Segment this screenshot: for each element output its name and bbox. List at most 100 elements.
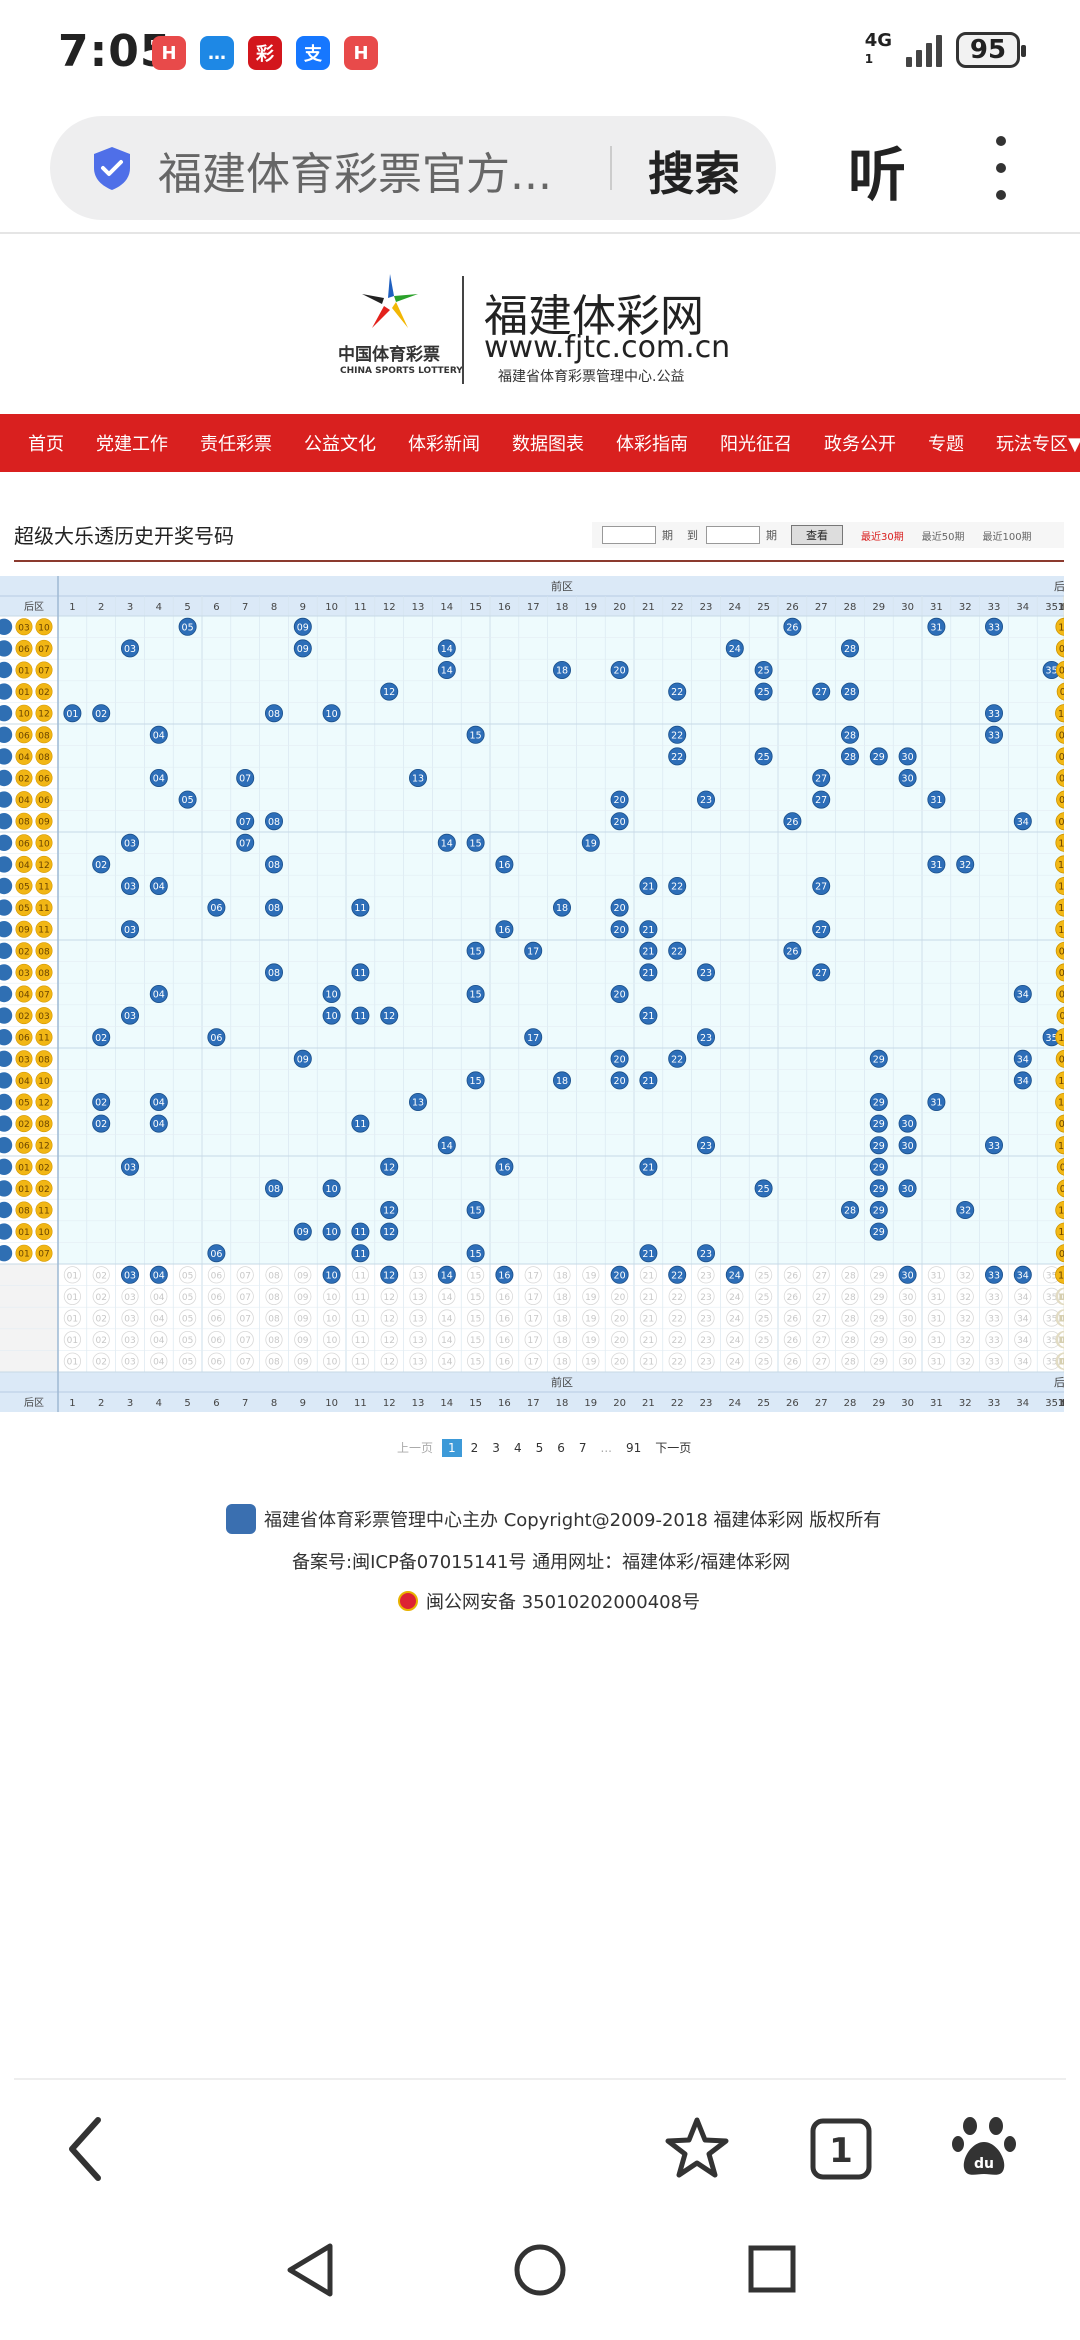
stat-ball-number: 07 [1059,1293,1064,1303]
front-ball-number: 02 [95,1098,107,1109]
front-ball [92,855,111,874]
back-column-label: 1 [1063,1398,1064,1409]
system-recents-icon[interactable] [744,2240,800,2300]
page-button-6[interactable]: 6 [552,1439,570,1456]
nav-item-0[interactable]: 首页 [28,434,64,455]
stat-ball-number: 03 [124,1358,135,1368]
stat-front-ball-number: 14 [441,1270,453,1281]
stat-ball [1014,1352,1032,1370]
front-ball [668,941,687,960]
more-menu-icon[interactable] [990,136,1012,200]
stat-ball [754,1330,773,1349]
front-ball-number: 06 [210,1249,222,1260]
page-button-5[interactable]: 5 [530,1439,549,1456]
history-back-ball [15,920,33,938]
recent-100-option[interactable]: 最近100期 [982,531,1032,543]
footer-police[interactable]: 闽公网安备 35010202000408号 [398,1588,700,1614]
history-back-ball [15,1050,33,1068]
stat-ball-number: 17 [527,1336,538,1346]
nav-item-6[interactable]: 体彩指南 [616,434,688,455]
front-ball-number: 22 [671,946,683,957]
front-ball [639,1071,658,1090]
history-back-ball [35,834,53,852]
stat-ball [1043,1330,1061,1349]
nav-item-2[interactable]: 责任彩票 [200,434,272,455]
nav-item-4[interactable]: 体彩新闻 [408,434,480,455]
address-bar[interactable]: 福建体育彩票官方... 搜索 [50,116,776,220]
footer-line2[interactable]: 备案号:闽ICP备07015141号 通用网址：福建体彩/福建体彩网 [292,1552,791,1573]
stat-ball [639,1309,658,1327]
front-ball-number: 13 [412,1098,424,1109]
back-arrow-icon[interactable] [60,2114,110,2184]
history-back-ball [35,1244,53,1262]
front-column-label: 19 [584,602,597,613]
front-ball-number: 21 [642,1162,654,1173]
stat-ball-number: 08 [1059,1293,1064,1303]
stat-ball [812,1287,830,1306]
front-ball [408,1093,427,1112]
front-ball-number: 31 [930,1098,942,1109]
prev-page-button[interactable]: 上一页 [392,1438,439,1457]
search-button[interactable]: 搜索 [648,147,740,201]
nav-item-9[interactable]: 专题 [928,434,964,455]
site-logo[interactable]: 中国体育彩票 CHINA SPORTS LOTTERY 福建体彩网 www.fj… [338,272,738,392]
stat-ball-number: 11 [355,1358,366,1368]
page-title[interactable]: 福建体育彩票官方... [158,149,552,200]
page-button-4[interactable]: 4 [508,1439,527,1456]
view-button[interactable]: 查看 [791,525,843,545]
nav-item-10[interactable]: 玩法专区▼ [996,434,1080,455]
front-ball-number: 11 [354,1249,366,1260]
stat-ball-number: 32 [959,1271,970,1281]
front-ball-number: 05 [182,622,194,633]
system-home-icon[interactable] [512,2240,568,2300]
back-ball [1056,790,1064,809]
front-column-label: 13 [412,1398,425,1409]
stat-ball [610,1309,629,1327]
front-ball-number: 28 [844,687,856,698]
stat-ball [207,1287,225,1306]
page-button-last[interactable]: 91 [620,1439,647,1456]
system-back-icon[interactable] [282,2240,338,2300]
front-ball [495,920,514,939]
stat-ball-number: 25 [758,1271,769,1281]
history-back-ball [15,618,33,636]
nav-item-1[interactable]: 党建工作 [96,434,168,455]
tabs-icon[interactable]: 1 [808,2116,874,2182]
front-ball-number: 32 [959,1206,971,1217]
nav-item-7[interactable]: 阳光征召 [720,434,792,455]
front-column-label: 21 [642,602,655,613]
front-ball-number: 08 [268,817,280,828]
back-ball [1055,963,1064,982]
bookmark-star-icon[interactable] [662,2114,732,2184]
listen-button[interactable]: 听 [848,141,907,209]
front-ball [812,768,831,787]
back-ball-number: 02 [1060,1162,1064,1173]
to-period-input[interactable] [706,526,760,544]
footer-line3[interactable]: 闽公网安备 35010202000408号 [426,1592,701,1613]
baidu-paw-icon[interactable]: du [952,2112,1016,2182]
next-page-button[interactable]: 下一页 [650,1438,697,1457]
footer-line1: 福建省体育彩票管理中心主办 Copyright@2009-2018 福建体彩网 … [264,1510,882,1531]
back-column-label: 3 [1062,1398,1064,1409]
back-column-label: 11 [1058,1398,1064,1409]
stat-ball [726,1287,744,1306]
history-front-ball [0,899,13,916]
front-ball-number: 16 [498,1162,510,1173]
front-ball [92,1114,111,1133]
page-button-3[interactable]: 3 [487,1439,505,1456]
nav-item-5[interactable]: 数据图表 [512,434,584,455]
history-back-ball [35,1071,53,1089]
recent-30-option[interactable]: 最近30期 [861,531,904,543]
from-period-input[interactable] [602,526,656,544]
stat-ball [812,1330,830,1349]
front-column-label: 17 [527,602,540,613]
page-button-1[interactable]: 1 [442,1438,462,1457]
front-ball-number: 02 [95,709,107,720]
page-button-7[interactable]: 7 [573,1439,592,1456]
recent-50-option[interactable]: 最近50期 [921,531,965,543]
history-back-ball [15,1158,33,1176]
nav-item-8[interactable]: 政务公开 [824,434,896,455]
stat-ball-number: 11 [1059,1336,1064,1346]
page-button-2[interactable]: 2 [465,1439,484,1456]
nav-item-3[interactable]: 公益文化 [304,434,376,455]
